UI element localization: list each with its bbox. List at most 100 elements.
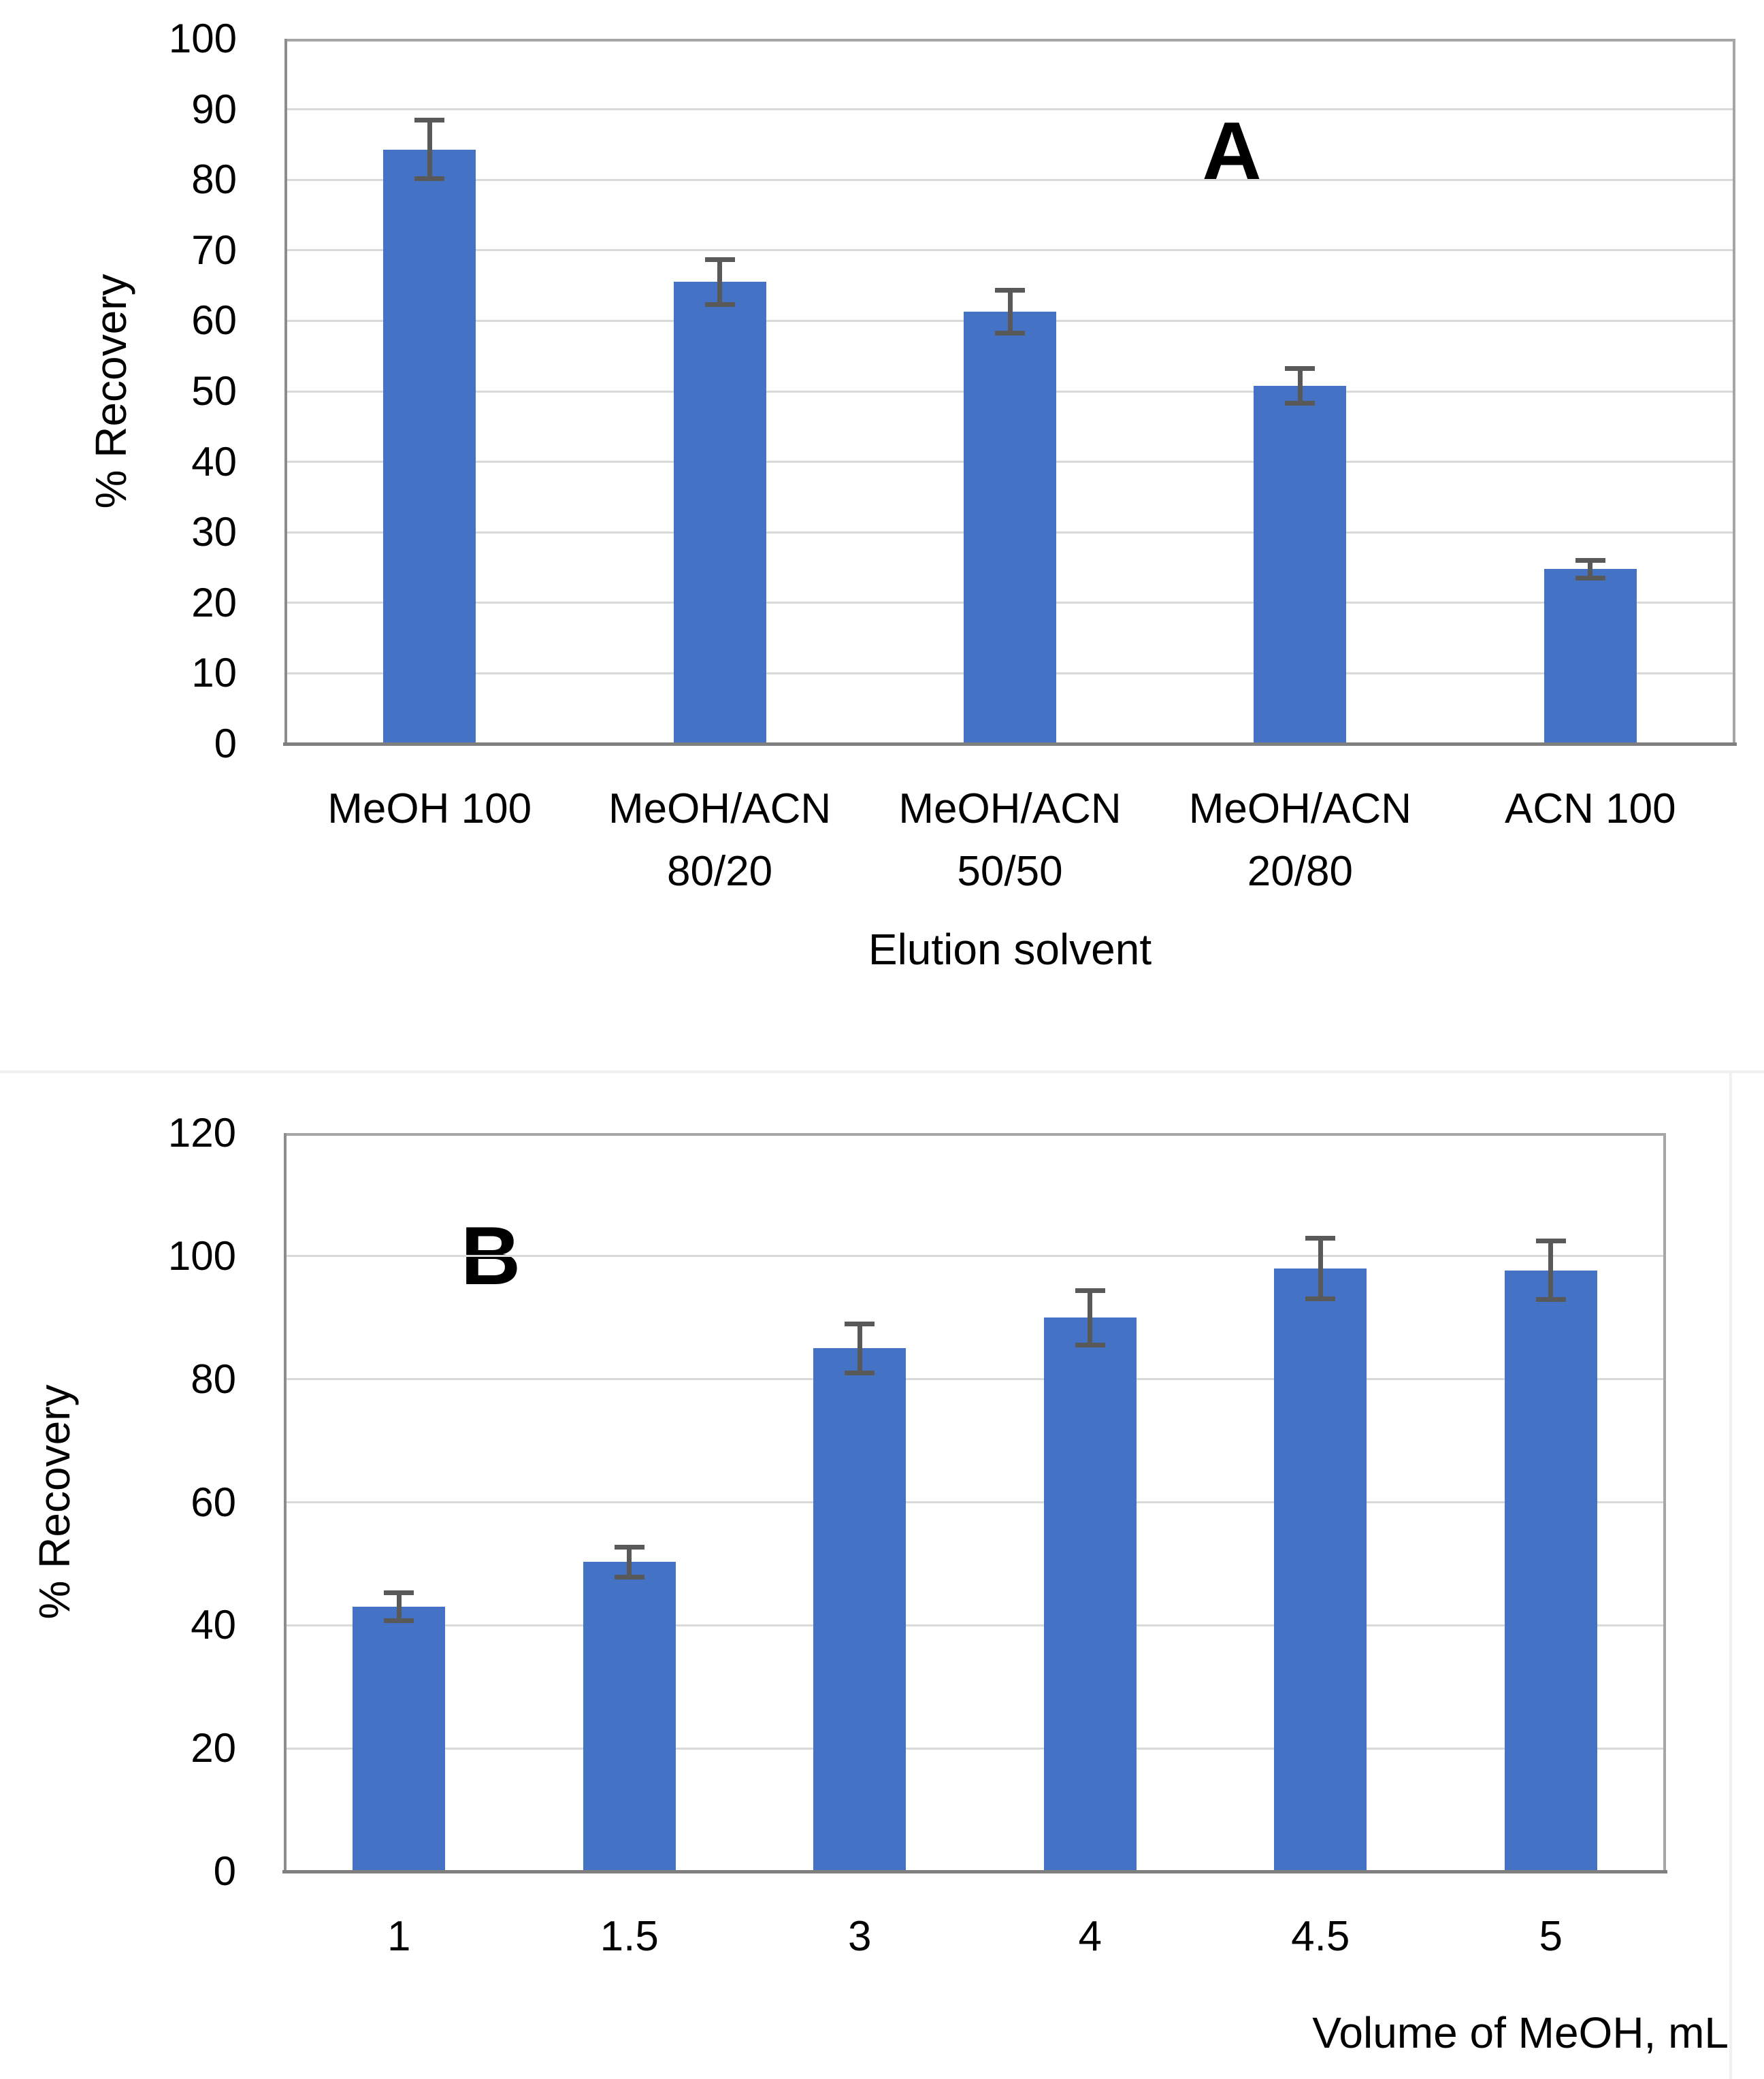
y-tick-label: 30 [191, 509, 237, 555]
error-bar-line [1007, 289, 1013, 334]
gridline [284, 1501, 1666, 1503]
y-tick-label: 40 [191, 438, 237, 485]
error-bar-cap-top [1285, 365, 1316, 371]
panel-label-a: A [1201, 105, 1262, 197]
panel-edge-line [1729, 1070, 1732, 2079]
x-category-label-line: 1 [387, 1913, 411, 1960]
error-bar-cap-bottom [414, 176, 445, 182]
y-tick-label: 80 [191, 1356, 236, 1402]
error-bar-cap-bottom [1305, 1296, 1336, 1302]
error-bar-cap-top [1305, 1235, 1336, 1241]
error-bar-line [717, 259, 723, 305]
x-category-label: 4.5 [1205, 1905, 1436, 1968]
y-axis-line [284, 39, 287, 744]
error-bar-cap-top [384, 1590, 414, 1596]
plot-area-b: 1 1.5 3 4 4.5 5 0 20 40 60 80 100 120 [168, 1110, 1667, 1960]
x-category-label-line: 4.5 [1291, 1913, 1350, 1960]
bar [1274, 1268, 1367, 1871]
error-bar-cap-bottom [1285, 400, 1316, 406]
bar [1043, 1317, 1137, 1871]
x-category-label-line: 1.5 [600, 1913, 659, 1960]
error-bar-line [857, 1324, 862, 1373]
error-bar-line [396, 1592, 402, 1621]
error-bar-line [627, 1546, 632, 1577]
x-category-label: MeOH/ACN 20/80 [1155, 778, 1445, 903]
error-bar-line [1088, 1290, 1093, 1345]
y-tick-label: 0 [214, 721, 237, 766]
y-tick-label: 40 [191, 1602, 236, 1648]
error-bar-cap-top [1535, 1239, 1566, 1244]
x-category-label: MeOH/ACN 80/20 [574, 778, 864, 903]
plot-area-a: MeOH 100 MeOH/ACN 80/20 MeOH/ACN 50/50 MeOH/A… [169, 16, 1737, 895]
bar [813, 1348, 906, 1871]
bar [673, 282, 766, 744]
plot-border-top [284, 39, 1735, 42]
error-bar-cap-bottom [704, 301, 735, 307]
y-axis-title-b: % Recovery [30, 1384, 79, 1620]
panel-separator-line [0, 1070, 1764, 1073]
x-category-label-line: 3 [848, 1913, 872, 1960]
x-category-label-line: 50/50 [957, 848, 1063, 895]
x-category-label: MeOH 100 [284, 778, 574, 840]
x-category-label-line: 5 [1539, 1913, 1563, 1960]
gridline [284, 108, 1735, 111]
error-bar-cap-bottom [1575, 575, 1605, 580]
y-tick-label: 20 [191, 579, 237, 625]
x-category-label: MeOH/ACN 50/50 [865, 778, 1155, 903]
x-category-label-line: MeOH/ACN [898, 785, 1122, 832]
y-tick-label: 60 [191, 1479, 236, 1525]
plot-border-right [1663, 1133, 1666, 1871]
error-bar-cap-top [414, 118, 445, 123]
error-bar-cap-bottom [1075, 1342, 1105, 1347]
x-category-label-line: MeOH 100 [327, 785, 532, 832]
gridline [284, 249, 1735, 252]
bar [353, 1607, 446, 1871]
error-bar-line [427, 120, 432, 180]
error-bar-cap-bottom [995, 331, 1025, 336]
y-tick-label: 100 [168, 16, 237, 61]
x-category-label-line: MeOH/ACN [1188, 785, 1412, 832]
x-axis-line [283, 742, 1737, 746]
x-category-label: ACN 100 [1446, 778, 1735, 840]
bar [583, 1562, 676, 1871]
y-tick-label: 50 [191, 368, 237, 414]
error-bar-cap-bottom [384, 1618, 414, 1623]
error-bar-cap-top [845, 1322, 875, 1327]
x-category-label: 4 [975, 1905, 1206, 1968]
gridline [284, 178, 1735, 181]
y-axis-line [284, 1133, 287, 1871]
error-bar-line [1588, 559, 1593, 578]
y-tick-label: 100 [167, 1232, 236, 1279]
bar [1254, 385, 1347, 744]
error-bar-cap-top [614, 1544, 644, 1550]
x-category-label: 3 [745, 1905, 975, 1968]
error-bar-cap-top [1575, 557, 1605, 563]
error-bar-line [1548, 1241, 1554, 1300]
error-bar-line [1318, 1237, 1323, 1300]
x-axis-line [282, 1870, 1667, 1873]
error-bar-cap-top [995, 287, 1025, 293]
error-bar-cap-top [1075, 1288, 1105, 1293]
gridline [284, 1747, 1666, 1750]
gridline [284, 1378, 1666, 1381]
error-bar-line [1297, 367, 1303, 404]
error-bar-cap-bottom [1535, 1297, 1566, 1303]
bar [383, 149, 476, 744]
plot-border-right [1733, 39, 1735, 744]
x-category-label-line: ACN 100 [1505, 785, 1676, 832]
bar [1544, 569, 1637, 744]
gridline [284, 1624, 1666, 1626]
x-axis-title-a: Elution solvent [868, 925, 1152, 974]
error-bar-cap-bottom [845, 1370, 875, 1375]
x-category-label-line: 4 [1078, 1913, 1102, 1960]
y-tick-label: 10 [191, 650, 237, 696]
error-bar-cap-top [704, 257, 735, 263]
y-tick-label: 60 [191, 297, 237, 344]
y-tick-label: 80 [191, 157, 237, 203]
x-category-label: 5 [1436, 1905, 1667, 1968]
x-category-label: 1 [284, 1905, 514, 1968]
x-category-label-line: MeOH/ACN [608, 785, 832, 832]
y-tick-label: 90 [191, 86, 237, 132]
x-axis-title-b: Volume of MeOH, mL [1312, 2008, 1729, 2057]
